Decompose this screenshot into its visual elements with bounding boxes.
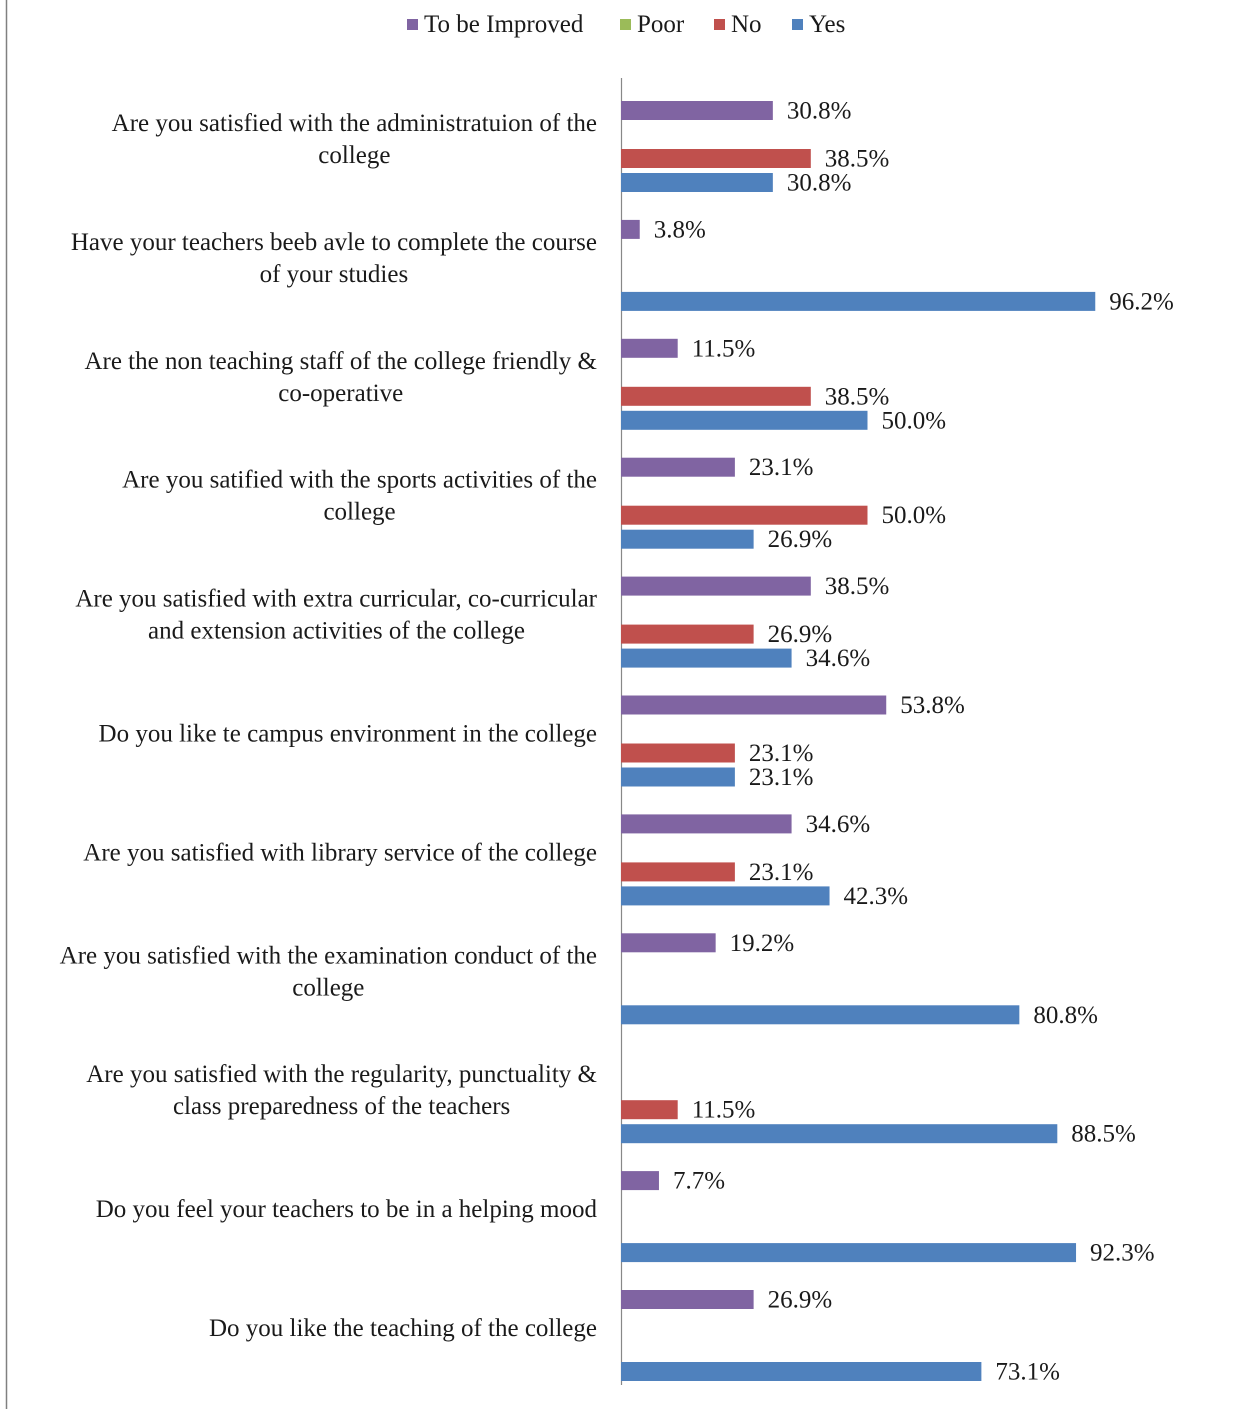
bar-yes-6: [621, 767, 735, 787]
bar-to-be-improved-3: [621, 338, 678, 358]
value-label-to-be-improved-7: 34.6%: [806, 811, 871, 838]
bar-yes-1: [621, 173, 773, 192]
category-label-5-line-2: and extension activities of the college: [148, 618, 525, 645]
value-label-yes-9: 88.5%: [1071, 1121, 1136, 1148]
value-label-yes-2: 96.2%: [1109, 288, 1174, 315]
bar-no-4: [621, 505, 868, 525]
category-label-10-line-1: Do you feel your teachers to be in a hel…: [96, 1196, 598, 1223]
bar-to-be-improved-7: [621, 814, 792, 834]
category-label-9-line-1: Are you satisfied with the regularity, p…: [86, 1061, 597, 1088]
bar-to-be-improved-10: [621, 1171, 659, 1191]
value-label-no-1: 38.5%: [825, 146, 890, 173]
legend-label-to-be-improved: To be Improved: [424, 11, 584, 38]
category-label-3-line-2: co-operative: [278, 380, 403, 407]
category-label-1-line-1: Are you satisfied with the administratui…: [112, 110, 597, 137]
value-label-yes-11: 73.1%: [995, 1359, 1060, 1386]
value-label-yes-1: 30.8%: [787, 170, 852, 197]
bar-yes-4: [621, 529, 754, 549]
value-label-to-be-improved-8: 19.2%: [730, 930, 795, 957]
category-label-7-line-1: Are you satisfied with library service o…: [83, 839, 597, 866]
bar-yes-8: [621, 1005, 1020, 1025]
bar-to-be-improved-2: [621, 219, 640, 239]
value-label-to-be-improved-6: 53.8%: [900, 692, 965, 719]
value-label-no-7: 23.1%: [749, 859, 814, 886]
bar-no-6: [621, 743, 735, 763]
bar-no-9: [621, 1100, 678, 1120]
bar-to-be-improved-5: [621, 576, 811, 596]
legend: To be Improved Poor No Yes: [407, 11, 845, 38]
value-label-to-be-improved-4: 23.1%: [749, 454, 814, 481]
bar-yes-9: [621, 1124, 1058, 1144]
value-label-no-5: 26.9%: [768, 621, 833, 648]
value-label-yes-6: 23.1%: [749, 764, 814, 791]
legend-swatch-yes: [792, 19, 803, 30]
bar-no-7: [621, 862, 735, 882]
value-label-no-3: 38.5%: [825, 383, 890, 410]
bar-no-3: [621, 386, 811, 406]
bar-to-be-improved-8: [621, 933, 716, 953]
category-label-6-line-1: Do you like te campus environment in the…: [99, 721, 597, 748]
legend-item-poor: Poor: [620, 11, 685, 38]
legend-swatch-no: [714, 19, 725, 30]
value-labels: 30.8% 3.8% 11.5% 23.1% 38.5% 53.8% 34.6% 19.2% 7…: [654, 98, 1174, 1386]
category-label-2-line-1: Have your teachers beeb avle to complete…: [71, 229, 597, 256]
value-label-yes-5: 34.6%: [806, 645, 871, 672]
value-label-no-6: 23.1%: [749, 740, 814, 767]
category-labels: Are you satisfied with the administratui…: [60, 110, 598, 1342]
category-label-11-line-1: Do you like the teaching of the college: [209, 1315, 597, 1342]
value-label-yes-4: 26.9%: [768, 526, 833, 553]
bar-yes-2: [621, 291, 1096, 311]
bars: [621, 101, 1096, 1381]
value-label-to-be-improved-5: 38.5%: [825, 573, 890, 600]
value-label-yes-10: 92.3%: [1090, 1240, 1155, 1267]
bar-yes-10: [621, 1243, 1077, 1263]
bar-yes-5: [621, 648, 792, 668]
value-label-no-9: 11.5%: [692, 1097, 756, 1124]
legend-swatch-to-be-improved: [407, 19, 418, 30]
category-label-3-line-1: Are the non teaching staff of the colleg…: [84, 348, 597, 375]
value-label-no-4: 50.0%: [882, 502, 947, 529]
category-label-9-line-2: class preparedness of the teachers: [173, 1093, 510, 1120]
value-label-to-be-improved-3: 11.5%: [692, 335, 756, 362]
value-label-yes-3: 50.0%: [882, 407, 947, 434]
bar-to-be-improved-11: [621, 1290, 754, 1309]
value-label-yes-8: 80.8%: [1033, 1002, 1098, 1029]
category-label-5-line-1: Are you satisfied with extra curricular,…: [75, 586, 597, 613]
legend-label-poor: Poor: [637, 11, 685, 38]
bar-no-1: [621, 149, 811, 168]
bar-yes-7: [621, 886, 830, 906]
legend-label-no: No: [731, 11, 762, 38]
value-label-to-be-improved-1: 30.8%: [787, 98, 852, 125]
bar-yes-3: [621, 410, 868, 430]
value-label-to-be-improved-10: 7.7%: [673, 1168, 725, 1195]
category-label-2-line-2: of your studies: [260, 261, 409, 288]
bar-yes-11: [621, 1362, 982, 1381]
legend-item-yes: Yes: [792, 11, 845, 38]
bar-to-be-improved-6: [621, 695, 887, 715]
bar-to-be-improved-4: [621, 457, 735, 477]
value-label-yes-7: 42.3%: [844, 883, 909, 910]
bar-no-5: [621, 624, 754, 644]
legend-item-no: No: [714, 11, 762, 38]
value-label-to-be-improved-2: 3.8%: [654, 216, 706, 243]
category-label-4-line-1: Are you satified with the sports activit…: [122, 467, 597, 494]
category-label-8-line-2: college: [292, 974, 364, 1001]
category-label-1-line-2: college: [318, 142, 390, 169]
bar-to-be-improved-1: [621, 101, 773, 120]
legend-label-yes: Yes: [809, 11, 845, 38]
category-label-4-line-2: college: [323, 499, 395, 526]
legend-item-to-be-improved: To be Improved: [407, 11, 584, 38]
value-label-to-be-improved-11: 26.9%: [768, 1287, 833, 1314]
category-label-8-line-1: Are you satisfied with the examination c…: [60, 942, 597, 969]
legend-swatch-poor: [620, 19, 631, 30]
